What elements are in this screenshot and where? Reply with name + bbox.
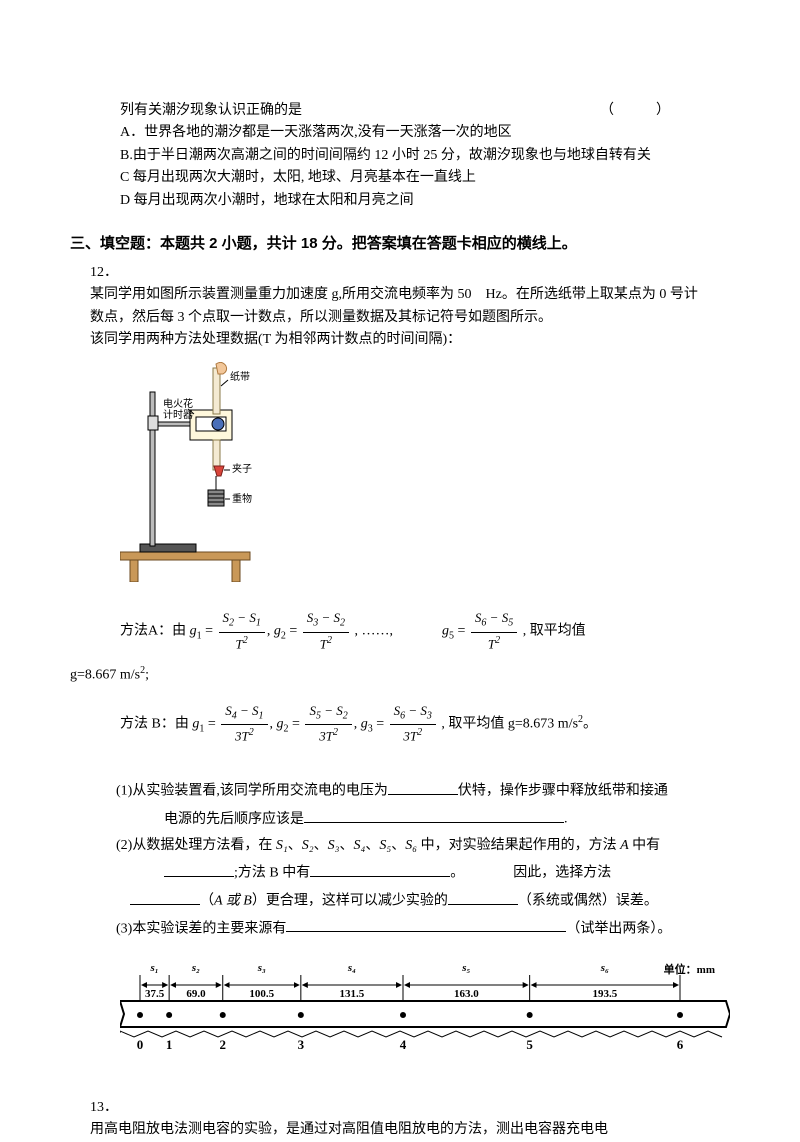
apparatus-svg: 电火花 计时器 纸带 夹子 重物 (120, 362, 320, 582)
p2a: (2)从数据处理方法看，在 (116, 838, 276, 853)
blank-a[interactable] (164, 861, 234, 876)
gbar-val: g=8.667 m/s (70, 667, 140, 682)
svg-text:37.5: 37.5 (145, 988, 165, 1000)
q11-lead-text: 列有关潮汐现象认识正确的是 (120, 103, 302, 118)
svg-text:s₆: s₆ (600, 962, 609, 974)
s5: S₅ (379, 838, 391, 853)
q11-lead: 列有关潮汐现象认识正确的是 （ ） (70, 100, 730, 122)
svg-text:6: 6 (677, 1037, 684, 1051)
p3b: （试举出两条）。 (566, 921, 671, 936)
blank-err[interactable] (448, 889, 518, 904)
q13-number: 13． (90, 1097, 118, 1119)
blank-order[interactable] (304, 807, 564, 822)
q11-options: A．世界各地的潮汐都是一天涨落两次,没有一天涨落一次的地区 B.由于半日潮两次高… (70, 122, 730, 212)
svg-text:s₃: s₃ (257, 962, 266, 974)
s1: S₁ (276, 838, 288, 853)
q11-opt-d: D 每月出现两次小潮时，地球在太阳和月亮之间 (120, 190, 730, 212)
q12-p2: 该同学用两种方法处理数据(T 为相邻两计数点的时间间隔)： (90, 332, 461, 347)
apparatus-diagram: 电火花 计时器 纸带 夹子 重物 (120, 362, 730, 590)
q11-opt-b: B.由于半日潮两次高潮之间的时间间隔约 12 小时 25 分，故潮汐现象也与地球… (120, 145, 730, 167)
svg-text:s₄: s₄ (347, 962, 356, 974)
svg-text:100.5: 100.5 (249, 988, 274, 1000)
p2f: （ (200, 894, 214, 909)
q12-part2-cont: ;方法 B 中有 。 因此，选择方法 (70, 861, 730, 885)
method-a-line: 方法A：由 g1 = S2 − S1T2, g2 = S3 − S2T2 , …… (70, 608, 730, 655)
timer-label: 电火花 (163, 397, 193, 410)
p3a: (3)本实验误差的主要来源有 (116, 921, 286, 936)
svg-text:5: 5 (526, 1037, 533, 1051)
p1c: 电源的先后顺序应该是 (164, 812, 304, 827)
s2: S₂ (302, 838, 314, 853)
clip-label: 夹子 (232, 462, 252, 475)
p2c: 中有 (629, 838, 661, 853)
q12-part3: (3)本实验误差的主要来源有 （试举出两条）。 (70, 917, 730, 941)
svg-text:69.0: 69.0 (186, 988, 206, 1000)
q12-part1-cont: 电源的先后顺序应该是. (70, 807, 730, 831)
gbar-line: g=8.667 m/s2; (70, 663, 730, 687)
svg-text:3: 3 (298, 1037, 305, 1051)
method-a-tail: , 取平均值 (523, 623, 586, 638)
blank-method[interactable] (130, 889, 200, 904)
s3: S₃ (328, 838, 340, 853)
svg-text:131.5: 131.5 (340, 988, 365, 1000)
svg-text:s₂: s₂ (191, 962, 200, 974)
q12-part1: (1)从实验装置看,该同学所用交流电的电压为 伏特，操作步骤中释放纸带和接通 (70, 779, 730, 803)
p2d: ;方法 B 中有 (234, 866, 310, 881)
q12-body: 某同学用如图所示装置测量重力加速度 g,所用交流电频率为 50 Hz。在所选纸带… (90, 284, 710, 351)
method-b-tail: , 取平均值 g=8.673 m/s (441, 716, 578, 731)
q11-opt-a: A．世界各地的潮汐都是一天涨落两次,没有一天涨落一次的地区 (120, 122, 730, 144)
svg-text:4: 4 (400, 1037, 407, 1051)
tape-label: 纸带 (230, 370, 250, 383)
p2b: 中，对实验结果起作用的，方法 (417, 838, 620, 853)
svg-text:s₁: s₁ (150, 962, 159, 974)
p1a: (1)从实验装置看,该同学所用交流电的电压为 (116, 784, 388, 799)
svg-text:单位：mm: 单位：mm (664, 962, 715, 976)
AorB: A 或 B (214, 894, 252, 909)
method-a-label: 方法A：由 (120, 623, 186, 638)
blank-source[interactable] (286, 917, 566, 932)
blank-b[interactable] (310, 861, 450, 876)
q13-text: 用高电阻放电法测电容的实验，是通过对高阻值电阻放电的方法，测出电容器充电电 (90, 1119, 710, 1141)
p2g: ）更合理，这样可以减少实验的 (252, 894, 448, 909)
q12-number: 12． (90, 262, 118, 284)
svg-text:163.0: 163.0 (454, 988, 479, 1000)
p2h: （系统或偶然）误差。 (518, 894, 658, 909)
blank-voltage[interactable] (388, 779, 458, 794)
svg-text:0: 0 (137, 1037, 144, 1051)
q13: 13． 用高电阻放电法测电容的实验，是通过对高阻值电阻放电的方法，测出电容器充电… (70, 1097, 730, 1142)
p1e: . (564, 812, 568, 827)
q11-opt-c: C 每月出现两次大潮时，太阳, 地球、月亮基本在一直线上 (120, 167, 730, 189)
tape-diagram: 0 1 2 3 4 5 6 s₁ 37.5 s₂ 69.0 s₃ 100.5 s₄ 131.5 s₅ 163.0… (120, 955, 730, 1059)
method-b-line: 方法 B：由 g1 = S4 − S13T2, g2 = S5 − S23T2,… (70, 701, 730, 748)
svg-text:1: 1 (166, 1037, 173, 1051)
tape-svg: 0 1 2 3 4 5 6 s₁ 37.5 s₂ 69.0 s₃ 100.5 s₄ 131.5 s₅ 163.0… (120, 955, 730, 1051)
p1b: 伏特，操作步骤中释放纸带和接通 (458, 784, 668, 799)
s4: S₄ (353, 838, 365, 853)
Asym: A (620, 838, 629, 853)
section3-title: 三、填空题：本题共 2 小题，共计 18 分。把答案填在答题卡相应的横线上。 (70, 232, 730, 256)
p2e: 。 因此，选择方法 (450, 866, 611, 881)
dots: , ……, (355, 623, 397, 638)
q11-paren: （ ） (600, 100, 670, 122)
s6: S₆ (405, 838, 417, 853)
method-b-label: 方法 B：由 (120, 716, 189, 731)
svg-text:s₅: s₅ (461, 962, 470, 974)
q12: 12． 某同学用如图所示装置测量重力加速度 g,所用交流电频率为 50 Hz。在… (70, 262, 730, 352)
q12-part2-cont2: （A 或 B）更合理，这样可以减少实验的 （系统或偶然）误差。 (70, 889, 730, 913)
svg-text:193.5: 193.5 (592, 988, 617, 1000)
q12-part2: (2)从数据处理方法看，在 S₁、S₂、S₃、S₄、S₅、S₆ 中，对实验结果起… (70, 835, 730, 857)
weight-label: 重物 (232, 492, 252, 505)
q12-p1: 某同学用如图所示装置测量重力加速度 g,所用交流电频率为 50 Hz。在所选纸带… (90, 287, 698, 324)
svg-text:2: 2 (219, 1037, 226, 1051)
